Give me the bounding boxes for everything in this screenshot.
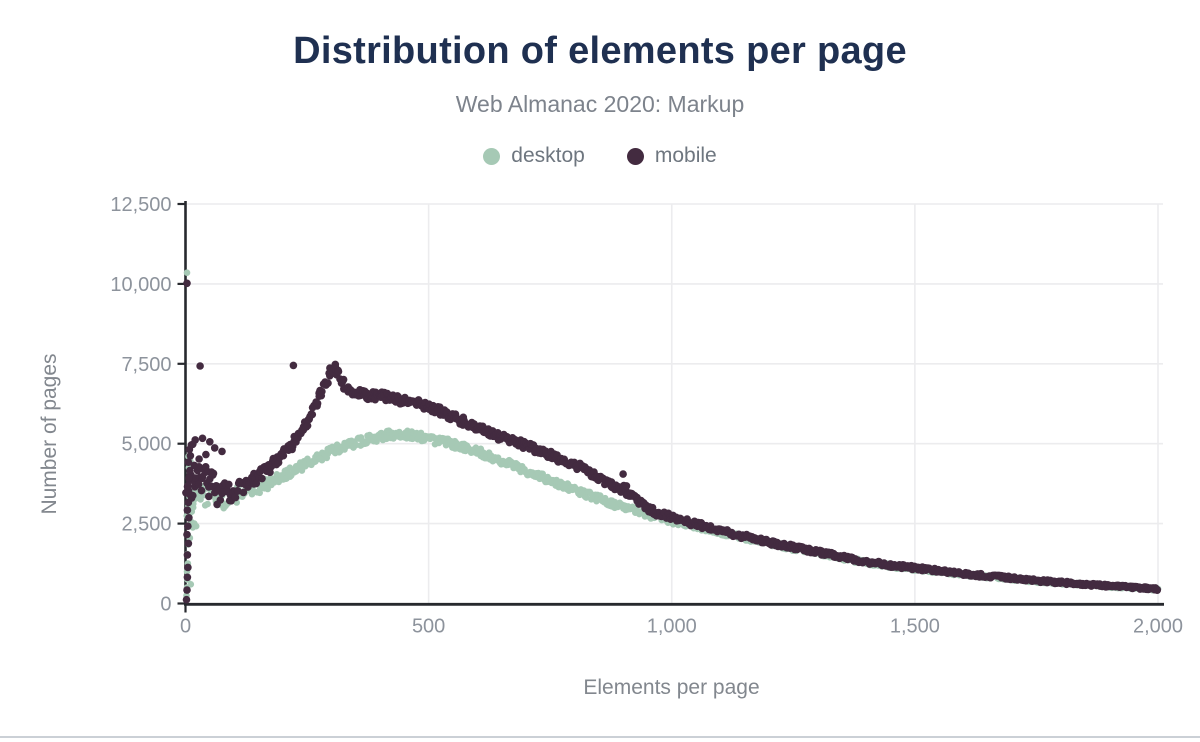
mobile-data-point [185, 490, 194, 499]
legend-item-desktop[interactable]: desktop [483, 144, 585, 168]
mobile-data-point [225, 480, 233, 489]
desktop-series-swatch-icon [483, 147, 501, 165]
x-tick-label: 1,000 [647, 616, 697, 638]
x-tick-label: 1,500 [890, 616, 940, 638]
desktop-data-point [187, 581, 195, 588]
mobile-data-point [190, 461, 199, 470]
mobile-data-point [308, 410, 317, 419]
mobile-data-point [324, 379, 332, 388]
x-tick-label: 0 [180, 616, 191, 638]
y-tick-label: 2,500 [121, 514, 171, 536]
y-axis-title: Number of pages [38, 353, 61, 515]
y-tick-label: 5,000 [121, 434, 171, 456]
y-tick-label: 12,500 [110, 194, 171, 216]
mobile-data-point [266, 468, 274, 477]
mobile-data-point [182, 595, 191, 604]
desktop-data-point [601, 494, 609, 502]
mobile-data-point [189, 440, 197, 449]
mobile-data-point [194, 480, 203, 489]
mobile-data-point [318, 387, 326, 396]
mobile-data-point [198, 434, 207, 443]
mobile-data-point [184, 482, 192, 490]
mobile-data-point [185, 474, 193, 483]
series-mobile-points [182, 279, 1162, 604]
mobile-data-point [339, 375, 348, 384]
mobile-data-point [231, 493, 240, 502]
mobile-data-point [206, 438, 214, 446]
mobile-data-point [218, 447, 226, 456]
legend-label-desktop: desktop [511, 144, 585, 167]
mobile-data-point [184, 458, 193, 467]
legend-label-mobile: mobile [654, 144, 717, 167]
mobile-data-point [289, 361, 298, 370]
mobile-data-point [184, 522, 192, 530]
mobile-data-point [186, 466, 194, 475]
mobile-data-point [184, 563, 192, 572]
mobile-data-point [183, 551, 192, 559]
mobile-data-point [185, 514, 193, 522]
mobile-data-point [183, 506, 192, 514]
x-tick-label: 2,000 [1133, 616, 1183, 638]
mobile-data-point [303, 421, 312, 430]
y-tick-label: 0 [160, 594, 171, 616]
x-axis-title: Elements per page [583, 676, 760, 699]
mobile-data-point [213, 500, 221, 509]
chart-subtitle: Web Almanac 2020: Markup [455, 91, 745, 117]
mobile-data-point [183, 573, 192, 582]
mobile-data-point [195, 455, 203, 463]
mobile-data-point [331, 360, 340, 369]
desktop-data-point [204, 500, 211, 508]
mobile-data-point [197, 486, 206, 495]
desktop-data-point [192, 522, 200, 530]
desktop-data-point [539, 470, 546, 478]
mobile-data-point [239, 488, 248, 497]
mobile-data-point [209, 469, 218, 478]
y-tick-label: 10,000 [110, 274, 171, 296]
legend-item-mobile[interactable]: mobile [626, 144, 717, 168]
mobile-data-point [202, 450, 210, 459]
mobile-data-point [313, 399, 322, 408]
mobile-data-point [196, 362, 204, 370]
mobile-data-point [183, 586, 191, 594]
mobile-data-point [210, 444, 219, 452]
mobile-data-point [619, 470, 627, 478]
desktop-data-point [183, 269, 191, 277]
mobile-data-point [258, 474, 266, 483]
mobile-data-point [205, 492, 213, 501]
mobile-data-point [184, 539, 193, 548]
x-tick-label: 500 [412, 616, 445, 638]
mobile-data-point [186, 452, 195, 460]
mobile-data-point [183, 530, 191, 539]
mobile-data-point [183, 279, 191, 288]
mobile-series-swatch-icon [626, 147, 644, 165]
chart-title: Distribution of elements per page [293, 30, 907, 72]
mobile-data-point [334, 367, 343, 376]
desktop-data-point [582, 494, 590, 501]
mobile-data-point [622, 482, 631, 490]
mobile-data-point [184, 498, 193, 507]
legend: desktop mobile [0, 143, 1200, 169]
bottom-divider [0, 736, 1200, 738]
mobile-data-point [1153, 586, 1162, 594]
y-tick-label: 7,500 [121, 354, 171, 376]
